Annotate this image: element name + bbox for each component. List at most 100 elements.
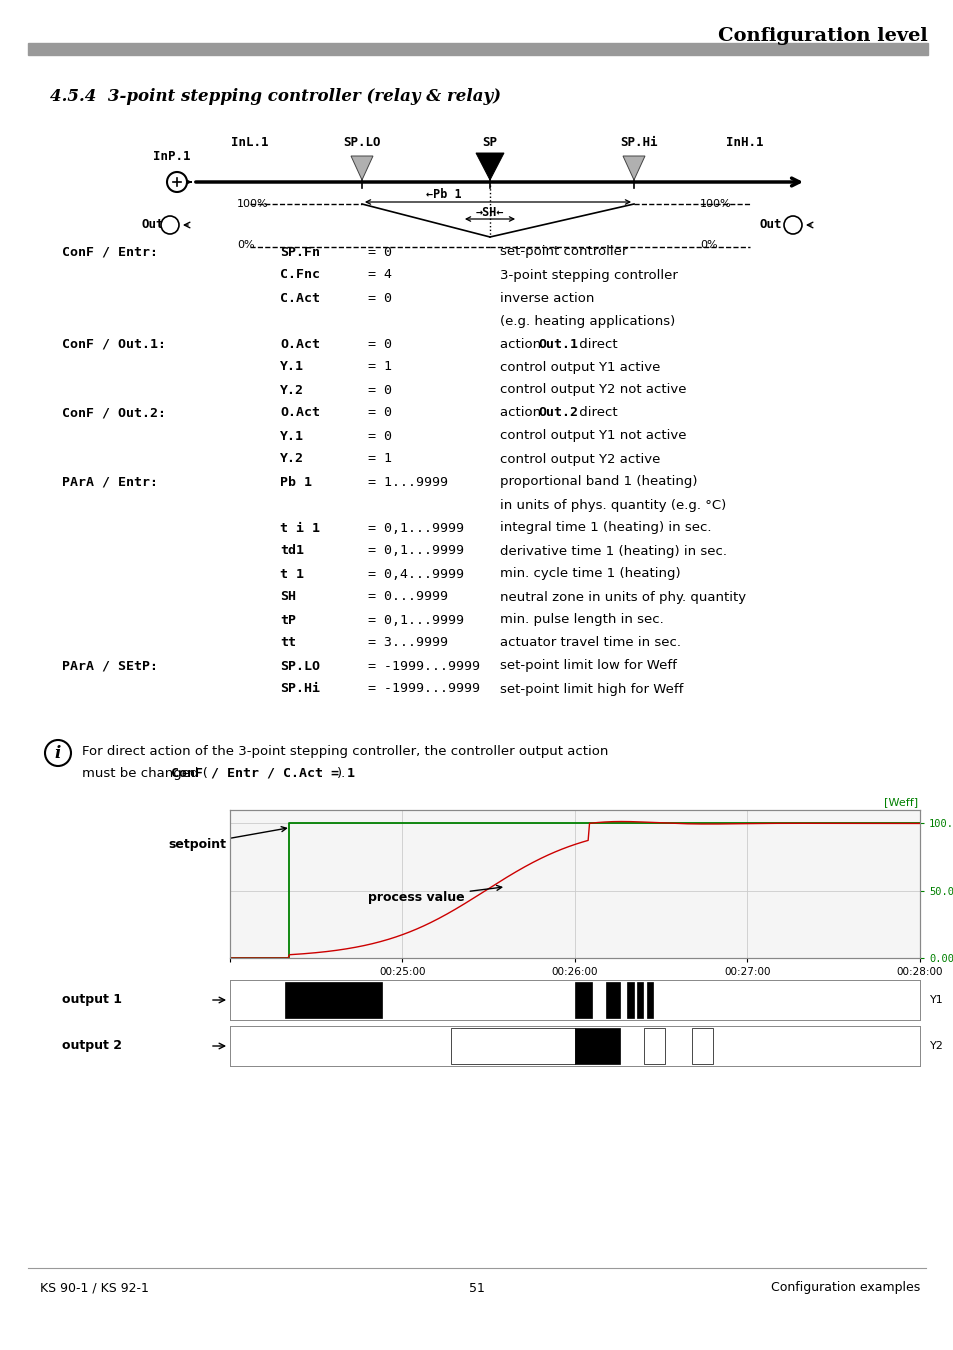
Polygon shape bbox=[351, 157, 373, 180]
Text: Configuration level: Configuration level bbox=[718, 27, 927, 45]
Bar bbox=[647, 981, 652, 1018]
Circle shape bbox=[45, 740, 71, 765]
Bar bbox=[626, 981, 633, 1018]
Text: Out.2: Out.2 bbox=[760, 219, 797, 231]
Text: Configuration examples: Configuration examples bbox=[770, 1281, 919, 1295]
Bar bbox=[285, 981, 381, 1018]
Text: control output Y2 not active: control output Y2 not active bbox=[499, 383, 686, 397]
Text: PArA / Entr:: PArA / Entr: bbox=[62, 475, 158, 489]
Circle shape bbox=[167, 171, 187, 192]
Text: ).: ). bbox=[336, 767, 346, 779]
Text: ←Pb 1: ←Pb 1 bbox=[426, 189, 461, 201]
Polygon shape bbox=[622, 157, 644, 180]
Text: tP: tP bbox=[280, 613, 295, 626]
Text: = 4: = 4 bbox=[368, 269, 392, 282]
Bar bbox=[451, 1027, 575, 1064]
Text: = 0: = 0 bbox=[368, 383, 392, 397]
Text: Y.2: Y.2 bbox=[280, 383, 304, 397]
Text: SP.Hi: SP.Hi bbox=[619, 135, 657, 148]
Text: →SH←: →SH← bbox=[476, 205, 504, 219]
Text: 51: 51 bbox=[469, 1281, 484, 1295]
Text: ConF / Entr:: ConF / Entr: bbox=[62, 246, 158, 258]
Text: ConF / Out.1:: ConF / Out.1: bbox=[62, 338, 166, 351]
Text: KS 90-1 / KS 92-1: KS 90-1 / KS 92-1 bbox=[40, 1281, 149, 1295]
Text: output 1: output 1 bbox=[62, 994, 122, 1007]
Text: tt: tt bbox=[280, 636, 295, 649]
Text: 0%: 0% bbox=[700, 240, 717, 250]
Text: = 0: = 0 bbox=[368, 246, 392, 258]
Text: = 0,4...9999: = 0,4...9999 bbox=[368, 567, 463, 580]
Text: For direct action of the 3-point stepping controller, the controller output acti: For direct action of the 3-point steppin… bbox=[82, 744, 608, 757]
Text: min. cycle time 1 (heating): min. cycle time 1 (heating) bbox=[499, 567, 679, 580]
Text: td1: td1 bbox=[280, 544, 304, 558]
Text: PArA / SEtP:: PArA / SEtP: bbox=[62, 660, 158, 672]
Text: Y.1: Y.1 bbox=[280, 429, 304, 443]
Text: Pb 1: Pb 1 bbox=[280, 475, 312, 489]
Text: = 1: = 1 bbox=[368, 452, 392, 466]
Text: [Weff]: [Weff] bbox=[882, 796, 917, 807]
Bar bbox=[575, 981, 592, 1018]
Bar bbox=[575, 1027, 619, 1064]
Text: SP.Hi: SP.Hi bbox=[280, 683, 319, 695]
Text: Out.2: Out.2 bbox=[537, 406, 578, 420]
Text: control output Y2 active: control output Y2 active bbox=[499, 452, 659, 466]
Text: C.Fnc: C.Fnc bbox=[280, 269, 319, 282]
Text: inverse action: inverse action bbox=[499, 292, 594, 305]
Text: set-point limit low for Weff: set-point limit low for Weff bbox=[499, 660, 677, 672]
Text: set-point controller: set-point controller bbox=[499, 246, 627, 258]
Text: direct: direct bbox=[575, 338, 618, 351]
Text: = 0...9999: = 0...9999 bbox=[368, 590, 448, 603]
Text: 100%: 100% bbox=[700, 198, 731, 209]
Text: = 0: = 0 bbox=[368, 406, 392, 420]
Text: InL.1: InL.1 bbox=[231, 135, 269, 148]
Text: t 1: t 1 bbox=[280, 567, 304, 580]
Bar bbox=[637, 981, 642, 1018]
Polygon shape bbox=[476, 153, 503, 180]
Text: neutral zone in units of phy. quantity: neutral zone in units of phy. quantity bbox=[499, 590, 745, 603]
Text: actuator travel time in sec.: actuator travel time in sec. bbox=[499, 636, 680, 649]
Text: Out.1: Out.1 bbox=[537, 338, 578, 351]
Text: C.Act: C.Act bbox=[280, 292, 319, 305]
Text: ConF / Entr / C.Act = 1: ConF / Entr / C.Act = 1 bbox=[172, 767, 355, 779]
Text: control output Y1 not active: control output Y1 not active bbox=[499, 429, 686, 443]
Text: = 0,1...9999: = 0,1...9999 bbox=[368, 544, 463, 558]
Text: 3-point stepping controller: 3-point stepping controller bbox=[499, 269, 678, 282]
Bar bbox=[692, 1027, 712, 1064]
Text: setpoint: setpoint bbox=[168, 826, 286, 850]
Text: 0%: 0% bbox=[236, 240, 254, 250]
Text: process value: process value bbox=[368, 886, 501, 904]
Text: = 1: = 1 bbox=[368, 360, 392, 374]
Text: SP: SP bbox=[482, 135, 497, 148]
Text: direct: direct bbox=[575, 406, 618, 420]
Text: Y.2: Y.2 bbox=[280, 452, 304, 466]
Text: SP.LO: SP.LO bbox=[343, 135, 380, 148]
Text: = 0: = 0 bbox=[368, 292, 392, 305]
Text: SP.LO: SP.LO bbox=[280, 660, 319, 672]
Bar bbox=[28, 43, 927, 55]
Text: i: i bbox=[54, 744, 61, 761]
Text: InH.1: InH.1 bbox=[725, 135, 763, 148]
Text: InP.1: InP.1 bbox=[153, 150, 191, 162]
Text: integral time 1 (heating) in sec.: integral time 1 (heating) in sec. bbox=[499, 521, 711, 535]
Text: in units of phys. quantity (e.g. °C): in units of phys. quantity (e.g. °C) bbox=[499, 498, 725, 512]
Text: control output Y1 active: control output Y1 active bbox=[499, 360, 659, 374]
Text: 4.5.4  3-point stepping controller (relay & relay): 4.5.4 3-point stepping controller (relay… bbox=[50, 88, 500, 105]
Bar bbox=[643, 1027, 664, 1064]
Text: = 0,1...9999: = 0,1...9999 bbox=[368, 613, 463, 626]
Text: action: action bbox=[499, 338, 545, 351]
Text: Y2: Y2 bbox=[929, 1041, 943, 1052]
Text: = -1999...9999: = -1999...9999 bbox=[368, 683, 479, 695]
Text: O.Act: O.Act bbox=[280, 406, 319, 420]
Text: = -1999...9999: = -1999...9999 bbox=[368, 660, 479, 672]
Text: = 0: = 0 bbox=[368, 338, 392, 351]
Text: = 0: = 0 bbox=[368, 429, 392, 443]
Text: SP.Fn: SP.Fn bbox=[280, 246, 319, 258]
Text: = 3...9999: = 3...9999 bbox=[368, 636, 448, 649]
Text: ConF / Out.2:: ConF / Out.2: bbox=[62, 406, 166, 420]
Text: set-point limit high for Weff: set-point limit high for Weff bbox=[499, 683, 682, 695]
Circle shape bbox=[161, 216, 179, 234]
Text: derivative time 1 (heating) in sec.: derivative time 1 (heating) in sec. bbox=[499, 544, 726, 558]
Text: Out.1: Out.1 bbox=[142, 219, 179, 231]
Text: proportional band 1 (heating): proportional band 1 (heating) bbox=[499, 475, 697, 489]
Text: (e.g. heating applications): (e.g. heating applications) bbox=[499, 315, 675, 328]
